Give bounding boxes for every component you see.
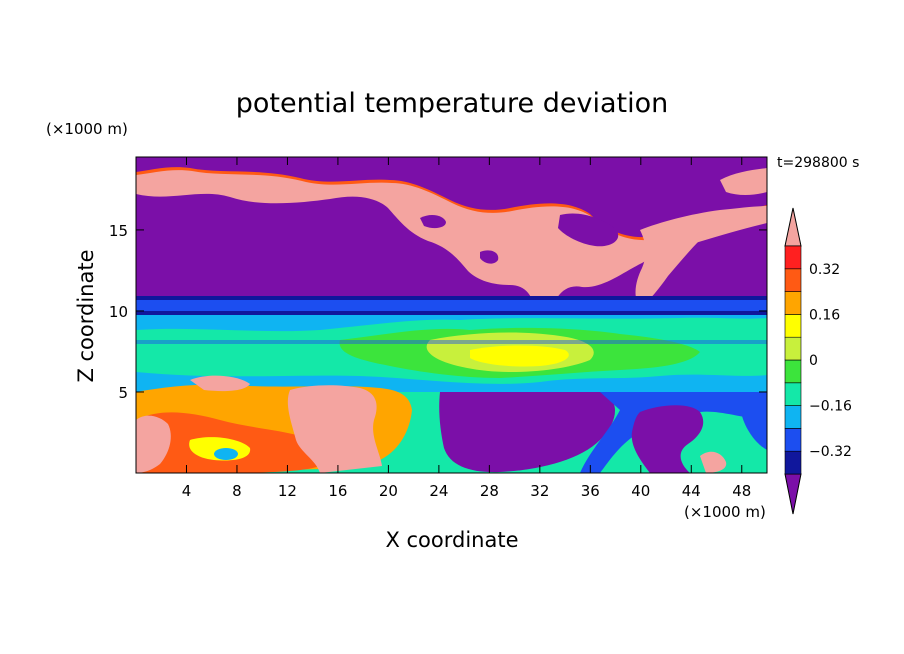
plot-frame [135,156,768,474]
colorbar-box [784,336,802,361]
colorbar-box [784,291,802,315]
region-top-right-cloud [720,168,767,195]
x-tick-label: 12 [278,482,297,500]
x-axis-ticks: 4 8 12 16 20 24 28 32 36 40 44 48 [182,157,751,500]
x-tick-label: 40 [631,482,650,500]
colorbar: 0.32 0.16 0 −0.16 −0.32 [784,207,852,515]
colorbar-box [784,428,802,452]
colorbar-label: 0.16 [809,307,840,323]
y-tick-label: 15 [109,222,128,240]
region-upper-right-cloud [635,206,767,308]
colorbar-box [784,405,802,429]
x-axis-label: X coordinate [385,528,518,552]
region-upper-layer-hole-3 [480,250,499,264]
region-upper-layer-hole-1 [558,213,619,247]
x-tick-label: 28 [480,482,499,500]
chart-title: potential temperature deviation [236,88,668,119]
x-tick-label: 20 [379,482,398,500]
y-axis-ticks: 5 10 15 [109,222,767,402]
region-lower-warm-center [214,448,238,460]
colorbar-label: 0.32 [809,262,840,278]
x-tick-label: 24 [429,482,448,500]
y-tick-label: 10 [109,303,128,321]
x-tick-label: 36 [581,482,600,500]
colorbar-label: −0.32 [809,444,852,460]
y-unit-label: (×1000 m) [46,120,128,138]
region-lower-cold-pool [439,392,615,473]
colorbar-label: −0.16 [809,399,852,415]
region-lower-pink-3 [190,375,250,392]
x-unit-label: (×1000 m) [684,503,766,521]
x-tick-label: 32 [530,482,549,500]
colorbar-box [784,450,802,475]
region-lower-pink-2 [287,385,382,473]
colorbar-extend-high [784,207,802,247]
colorbar-box [784,245,802,270]
y-tick-label: 5 [118,384,128,402]
region-layer-line [136,340,767,344]
colorbar-box [784,268,802,292]
x-tick-label: 16 [328,482,347,500]
colorbar-extend-low [784,473,802,515]
time-label: t=298800 s [777,155,859,171]
x-tick-label: 4 [182,482,192,500]
colorbar-box [784,314,802,338]
region-band-blue [136,300,767,311]
region-upper-layer [136,170,767,328]
region-lower-pink-right [700,451,727,473]
temperature-field [136,157,767,473]
region-lower-pink-1 [136,415,171,473]
y-axis-label: Z coordinate [74,249,98,382]
x-tick-label: 8 [232,482,242,500]
x-tick-label: 48 [732,482,751,500]
colorbar-box [784,382,802,406]
region-upper-layer-hole-2 [420,215,446,229]
colorbar-label: 0 [809,353,818,369]
colorbar-box [784,359,802,384]
region-lower-cold-pool-edge [580,392,767,473]
region-lower-blue-right [740,392,767,450]
x-tick-label: 44 [682,482,701,500]
region-lower-cold-right [631,405,704,473]
region-band-yellow [470,345,569,367]
